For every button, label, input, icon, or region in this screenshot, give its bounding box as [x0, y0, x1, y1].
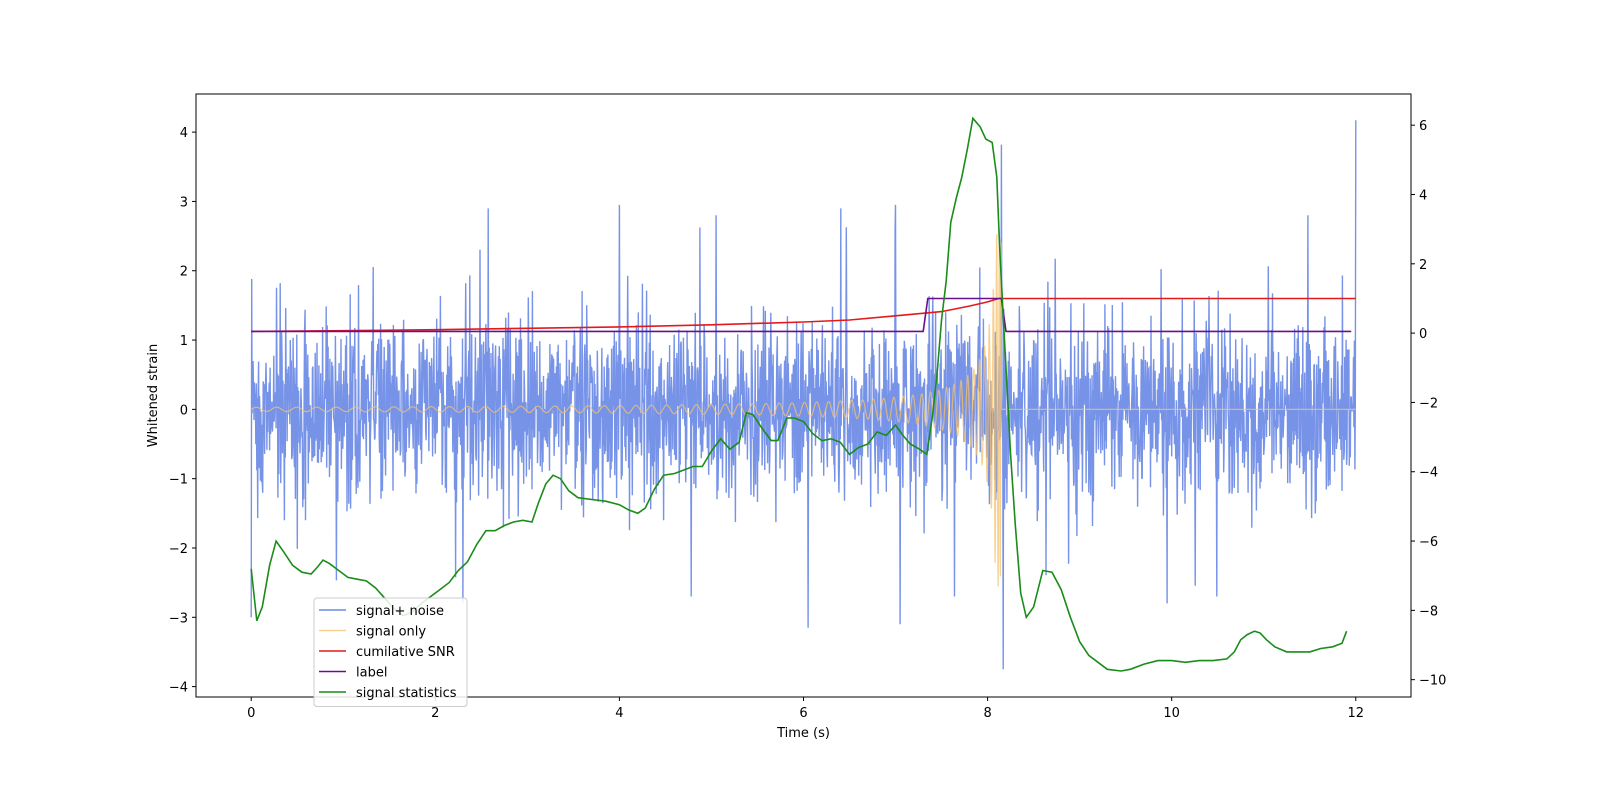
- y2-tick-label: 2: [1419, 258, 1427, 273]
- y-axis-label: Whitened strain: [146, 344, 161, 447]
- x-tick-label: 12: [1347, 706, 1364, 721]
- y-tick-label: −4: [169, 681, 188, 696]
- legend-entry: signal only: [356, 625, 426, 640]
- y2-tick-label: −6: [1419, 535, 1438, 550]
- y-tick-label: 1: [180, 334, 188, 349]
- series-line-signal-noise: [250, 120, 1357, 670]
- x-tick-label: 0: [247, 706, 255, 721]
- y-tick-label: 4: [180, 126, 188, 141]
- y2-tick-label: 6: [1419, 119, 1427, 134]
- series-line-cumulative-snr: [251, 297, 1356, 333]
- y2-tick-label: −2: [1419, 396, 1438, 411]
- y-axis-left: −4 −3 −2 −1 0 1 2 3 4: [169, 126, 196, 696]
- y-axis-right: −10 −8 −6 −4 −2 0 2 4 6: [1411, 119, 1446, 689]
- y2-tick-label: −4: [1419, 466, 1438, 481]
- x-axis: 0 2 4 6 8 10 12: [247, 697, 1364, 721]
- x-axis-label: Time (s): [776, 726, 830, 741]
- y-tick-label: 2: [180, 265, 188, 280]
- y2-tick-label: 4: [1419, 189, 1427, 204]
- y-tick-label: 0: [180, 403, 188, 418]
- series-line-label: [251, 297, 1352, 333]
- legend-entry: signal statistics: [356, 686, 457, 701]
- x-tick-label: 6: [799, 706, 807, 721]
- x-tick-label: 4: [615, 706, 623, 721]
- y-tick-label: 3: [180, 195, 188, 210]
- x-tick-label: 10: [1163, 706, 1180, 721]
- y2-tick-label: −8: [1419, 604, 1438, 619]
- legend-entry: signal+ noise: [356, 604, 444, 619]
- y-tick-label: −2: [169, 542, 188, 557]
- y2-tick-label: −10: [1419, 674, 1446, 689]
- legend: signal+ noise signal only cumilative SNR la…: [313, 597, 468, 707]
- x-tick-label: 2: [431, 706, 439, 721]
- series-line-signal-only: [250, 229, 1356, 587]
- plot-area: [250, 116, 1357, 672]
- legend-entry: cumilative SNR: [356, 645, 455, 660]
- legend-box: [313, 597, 468, 707]
- x-tick-label: 8: [983, 706, 991, 721]
- legend-entry: label: [356, 666, 387, 681]
- y-tick-label: −1: [169, 473, 188, 488]
- y2-tick-label: 0: [1419, 327, 1427, 342]
- y-tick-label: −3: [169, 611, 188, 626]
